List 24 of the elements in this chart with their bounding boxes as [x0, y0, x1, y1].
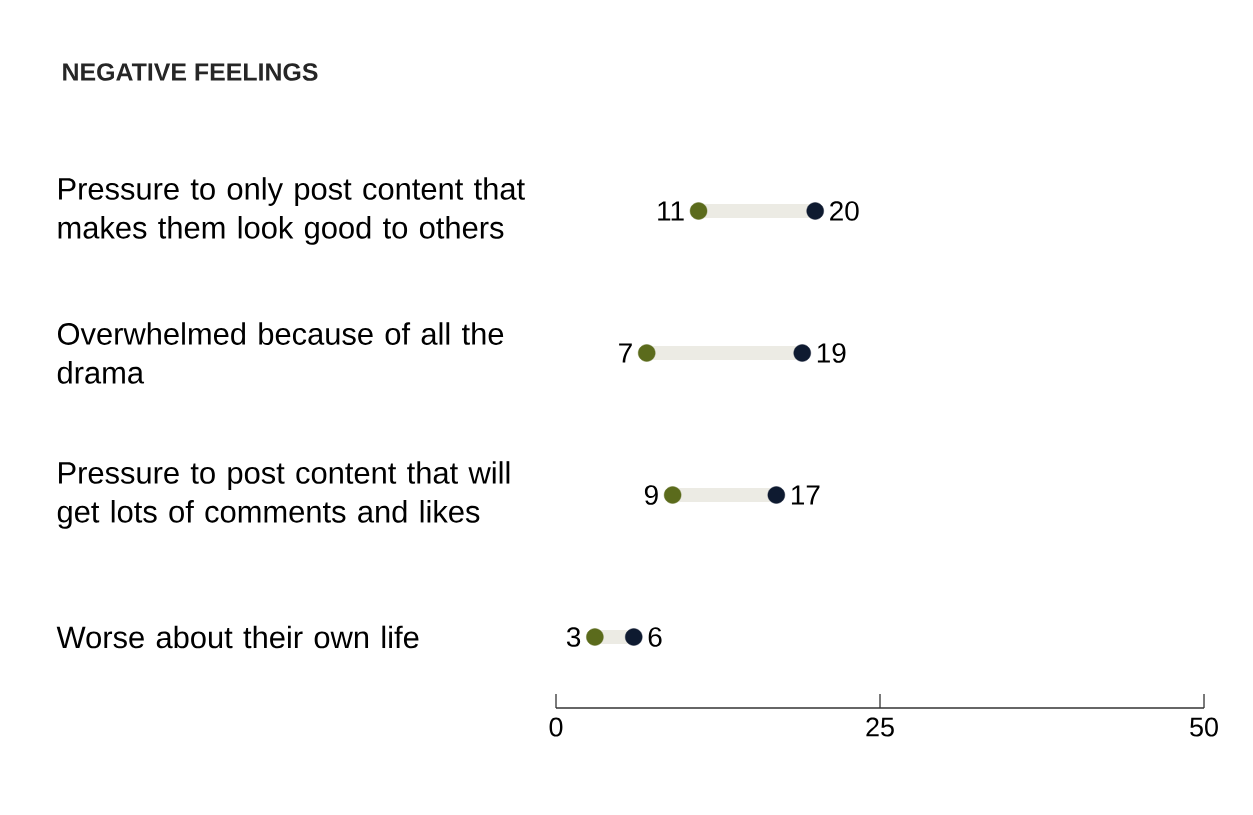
x-tick-label: 50 [1190, 717, 1218, 737]
data-label: 6 [648, 627, 662, 647]
y-tick-label: Worse about their own life [56, 625, 419, 649]
point [689, 202, 708, 220]
data-label: 9 [644, 485, 658, 505]
x-tick-label: 0 [549, 717, 563, 737]
data-label: 3 [566, 627, 581, 647]
y-tick-label: Pressure to only post content that makes them look good to others [58, 177, 525, 245]
point [638, 344, 656, 362]
point [625, 628, 643, 646]
data-label: 17 [791, 485, 820, 505]
point [663, 486, 682, 504]
y-tick-label: Pressure to post content that will get lots of comments and likes [57, 461, 510, 529]
x-tick-label: 25 [866, 717, 894, 737]
data-label: 11 [658, 201, 684, 221]
data-label: 20 [830, 201, 859, 221]
point [586, 628, 604, 646]
y-tick-label: Overwhelmed because of all the drama [57, 322, 504, 384]
text: NEGATIVE FEELINGS [63, 63, 318, 81]
data-label: 7 [619, 343, 632, 363]
data-label: 19 [817, 343, 846, 363]
point [793, 344, 811, 362]
point [767, 486, 786, 504]
point [806, 202, 824, 220]
